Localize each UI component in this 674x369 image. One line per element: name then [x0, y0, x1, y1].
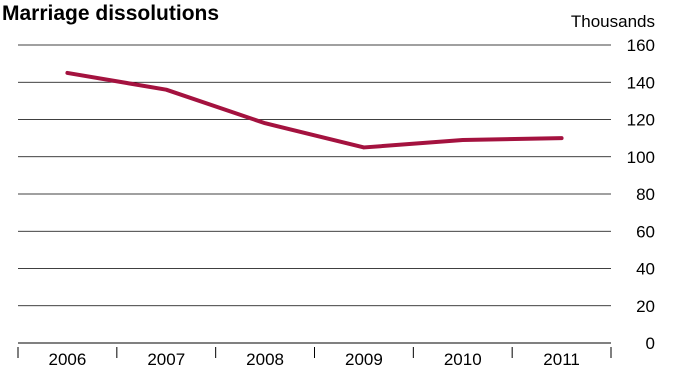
- y-tick-label-120: 120: [627, 111, 655, 130]
- y-tick-label-60: 60: [636, 222, 655, 241]
- data-point-2011: [561, 137, 563, 139]
- data-series: [65, 70, 564, 150]
- x-tick-label-2010: 2010: [444, 350, 482, 369]
- data-point-2009: [363, 146, 365, 148]
- y-tick-label-80: 80: [636, 185, 655, 204]
- gridlines: [18, 44, 611, 307]
- x-tick-label-2006: 2006: [49, 350, 87, 369]
- y-tick-label-40: 40: [636, 260, 655, 279]
- y-tick-label-100: 100: [627, 148, 655, 167]
- y-tick-label-20: 20: [636, 297, 655, 316]
- data-point-2006: [66, 72, 68, 74]
- x-tick-label-2011: 2011: [543, 350, 580, 369]
- x-axis: 2006 2007 2008 2009 2010 2011: [17, 342, 612, 369]
- x-tick-label-2009: 2009: [345, 350, 383, 369]
- y-tick-label-160: 160: [627, 36, 655, 55]
- x-tick-label-2007: 2007: [147, 350, 185, 369]
- data-point-2007: [165, 89, 167, 91]
- y-axis-ticks: 0 20 40 60 80 100 120 140 160: [627, 36, 655, 353]
- y-tick-label-140: 140: [627, 73, 655, 92]
- series-line-0: [65, 70, 564, 150]
- data-point-2008: [264, 122, 266, 124]
- y-tick-label-0: 0: [646, 334, 655, 353]
- chart-title: Marriage dissolutions: [2, 2, 219, 25]
- y-axis-unit-label: Thousands: [571, 12, 655, 31]
- data-point-2010: [462, 139, 464, 141]
- x-tick-label-2008: 2008: [246, 350, 284, 369]
